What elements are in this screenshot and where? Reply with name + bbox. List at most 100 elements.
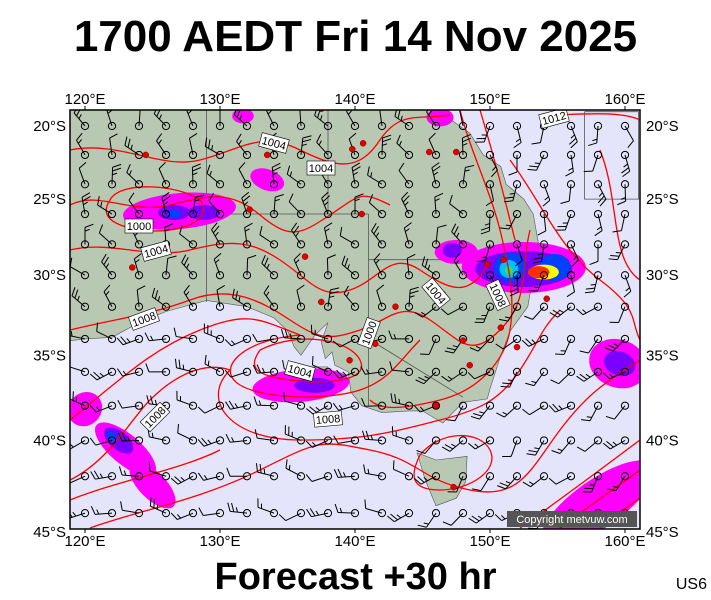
wind-barb-feather xyxy=(421,256,426,266)
wind-barb-staff xyxy=(448,371,464,382)
wind-barb-feather xyxy=(241,191,250,199)
wind-station-circle xyxy=(485,367,495,376)
wind-station-circle xyxy=(242,150,252,160)
wind-barb-feather xyxy=(333,435,339,444)
wind-barb-feather xyxy=(473,413,482,417)
wind-barb-feather xyxy=(170,512,178,520)
storm-marker xyxy=(432,402,440,409)
wind-barb-staff xyxy=(426,512,437,528)
isobar-label-box xyxy=(139,401,171,433)
wind-station-circle xyxy=(215,401,225,410)
wind-barb-feather xyxy=(302,135,312,139)
wind-barb-feather xyxy=(557,448,563,452)
wind-station-circle xyxy=(431,334,441,344)
wind-barb-feather xyxy=(505,224,511,227)
wind-station-circle xyxy=(566,121,576,131)
wind-station-circle xyxy=(512,334,522,344)
wind-barb-feather xyxy=(333,469,339,478)
wind-barb-feather xyxy=(129,170,132,176)
wind-barb-feather xyxy=(585,373,591,378)
wind-barb-staff xyxy=(70,440,86,450)
wind-barb-staff xyxy=(204,405,221,414)
wind-barb-feather xyxy=(550,379,559,385)
wind-station-circle xyxy=(458,401,468,410)
wind-barb-feather xyxy=(542,199,551,207)
wind-barb-staff xyxy=(489,184,495,201)
wind-station-circle xyxy=(539,401,549,410)
wind-station-circle xyxy=(431,271,441,280)
wind-barb-feather xyxy=(409,290,419,294)
wind-barb-feather xyxy=(533,256,543,260)
wind-barb-staff xyxy=(236,141,248,156)
wind-station-circle xyxy=(161,472,171,481)
wind-station-circle xyxy=(512,121,522,131)
wind-station-circle xyxy=(458,302,468,311)
wind-station-circle xyxy=(350,271,360,280)
wind-station-circle xyxy=(593,436,603,445)
wind-barb-feather xyxy=(389,361,393,371)
wind-station-circle xyxy=(107,367,117,376)
wind-barb-feather xyxy=(150,395,154,405)
wind-barb-staff xyxy=(99,232,113,245)
wind-station-circle xyxy=(593,302,603,311)
wind-barb-feather xyxy=(232,288,235,298)
wind-barb-feather xyxy=(76,110,81,117)
wind-barb-feather xyxy=(93,371,101,379)
wind-station-circle xyxy=(350,240,360,249)
wind-station-circle xyxy=(323,367,333,376)
wind-station-circle xyxy=(323,401,333,410)
wind-barb-feather xyxy=(295,259,300,264)
wind-barb-feather xyxy=(99,372,104,377)
wind-barb-staff xyxy=(176,367,194,373)
wind-barb-feather xyxy=(446,347,456,351)
wind-barb-feather xyxy=(512,284,518,288)
wind-station-circle xyxy=(593,472,603,481)
wind-barb-staff xyxy=(620,213,626,231)
wind-barb-staff xyxy=(597,184,607,200)
copyright-badge: Copyright metvuw.com xyxy=(507,511,637,527)
wind-barb-feather xyxy=(157,296,161,302)
wind-barb-staff xyxy=(510,440,518,457)
wind-barb-staff xyxy=(338,475,356,478)
wind-barb-feather xyxy=(598,192,603,197)
australia-landmass xyxy=(70,110,539,424)
wind-station-circle xyxy=(593,209,603,219)
wind-barb-feather xyxy=(451,443,456,448)
wind-barb-staff xyxy=(78,168,86,185)
wind-barb-staff xyxy=(244,227,248,245)
wind-barb-feather xyxy=(361,397,366,407)
wind-barb-feather xyxy=(158,139,162,145)
copyright-text: Copyright metvuw.com xyxy=(516,514,627,526)
wind-barb-staff xyxy=(489,154,498,171)
wind-barb-feather xyxy=(130,144,133,150)
wind-barb-feather xyxy=(584,291,594,294)
wind-station-circle xyxy=(161,150,171,160)
latitude-label: 45°S xyxy=(646,524,679,541)
wind-barb-feather xyxy=(252,333,258,343)
wind-barb-feather xyxy=(548,405,556,413)
wind-station-circle xyxy=(377,121,387,131)
wind-barb-feather xyxy=(301,143,307,146)
wind-barb-feather xyxy=(434,192,444,198)
latitude-label: 30°S xyxy=(33,267,66,284)
wind-barb-feather xyxy=(347,264,350,270)
wind-station-circle xyxy=(458,509,468,518)
wind-barb-feather xyxy=(106,110,108,111)
wind-station-circle xyxy=(512,271,522,280)
wind-barb-feather xyxy=(255,463,259,473)
wind-station-circle xyxy=(566,150,576,160)
wind-barb-feather xyxy=(153,110,157,114)
wind-station-circle xyxy=(566,180,576,189)
wind-station-circle xyxy=(512,436,522,445)
wind-barb-feather xyxy=(103,256,109,266)
wind-barb-staff xyxy=(449,203,464,215)
wind-barb-feather xyxy=(610,254,620,257)
wind-barb-feather xyxy=(282,360,285,370)
wind-barb-feather xyxy=(338,405,343,410)
wind-barb-feather xyxy=(534,447,540,450)
wind-barb-feather xyxy=(98,224,104,234)
wind-station-circle xyxy=(323,240,333,249)
wind-station-circle xyxy=(404,401,414,410)
wind-station-circle xyxy=(404,367,414,376)
wind-barb-feather xyxy=(394,110,397,117)
